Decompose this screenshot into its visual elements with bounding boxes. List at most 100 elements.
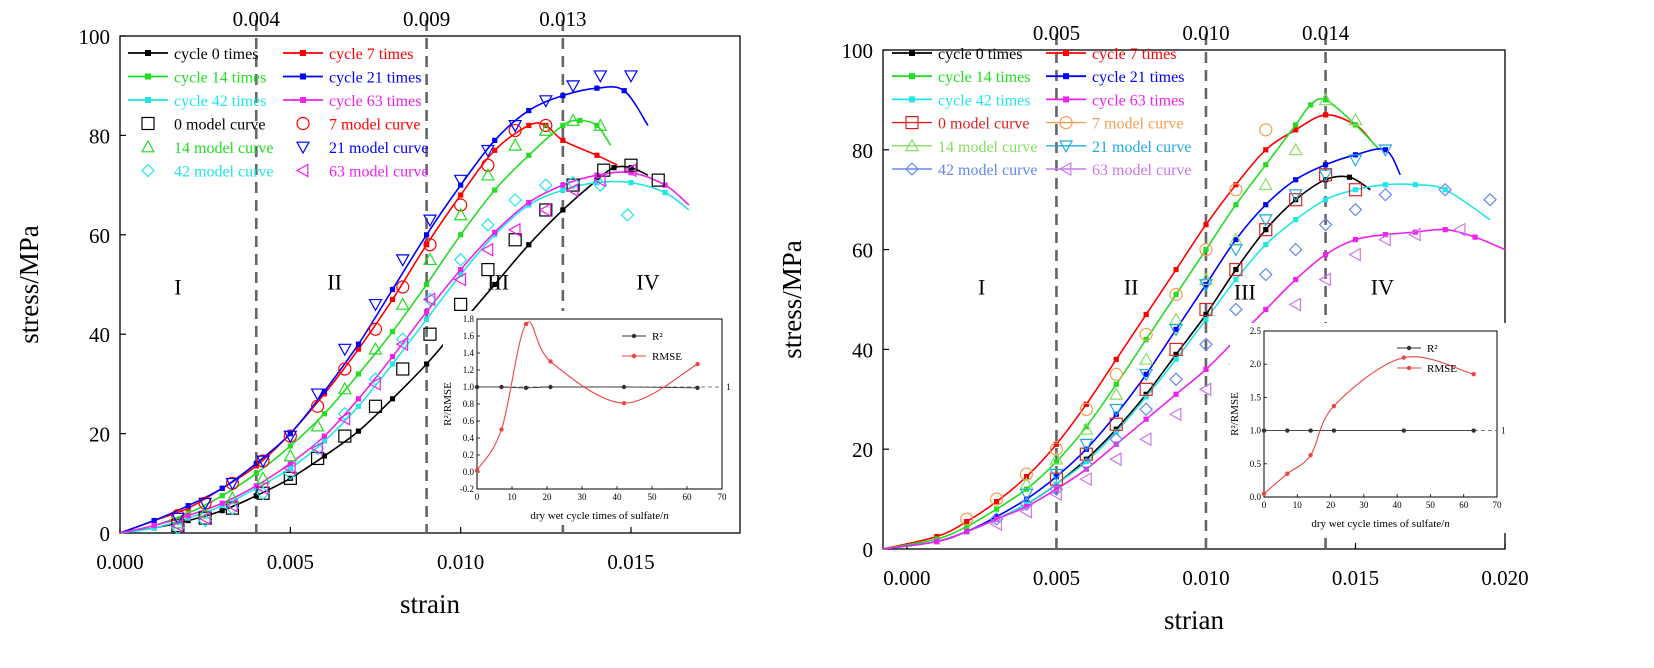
model-point — [1019, 497, 1034, 511]
model-point — [255, 481, 269, 496]
model-point — [507, 222, 521, 237]
series-point — [1023, 474, 1030, 480]
legend-model-marker — [905, 115, 919, 130]
inset-y-tick-label: 1.0 — [463, 382, 475, 392]
model-point — [1019, 467, 1034, 481]
y-tick-label: 20 — [89, 423, 110, 447]
inset-series-point — [1261, 428, 1267, 433]
model-point — [1139, 352, 1154, 365]
y-tick-label: 100 — [79, 25, 111, 49]
legend-model-label: 7 model curve — [1092, 116, 1184, 133]
series-point — [1346, 174, 1353, 180]
series-point — [1053, 486, 1060, 492]
model-point — [1199, 302, 1213, 317]
series-point — [934, 538, 940, 545]
inset-series-point — [548, 359, 553, 364]
inset-series-point — [1308, 428, 1313, 433]
model-point — [170, 515, 185, 529]
stage-label: I — [978, 275, 985, 300]
series-line — [119, 180, 690, 534]
model-point — [422, 252, 438, 266]
model-point — [310, 441, 325, 456]
series-point — [1263, 147, 1269, 153]
model-point — [1079, 422, 1094, 435]
inset-x-tick-label: 10 — [1293, 500, 1303, 510]
legend-model-marker — [141, 163, 155, 178]
series-point — [1233, 266, 1239, 273]
series-point — [389, 286, 396, 293]
model-point — [198, 497, 213, 511]
legend: cycle 0 times cycle 7 times cycle 14 times… — [892, 46, 1192, 179]
model-point — [454, 198, 468, 212]
chart-left: 0.000 0.005 0.010 0.015020406080100strainst… — [14, 7, 741, 619]
stage-divider-label: 0.009 — [403, 7, 450, 31]
legend-line-label: cycle 21 times — [1092, 69, 1184, 86]
series-point — [287, 475, 293, 481]
model-point — [1169, 342, 1183, 356]
inset-y-tick-label: 0.2 — [463, 450, 474, 460]
inset-series-point — [474, 468, 480, 473]
series-point — [321, 411, 327, 417]
series-point — [321, 438, 327, 444]
x-tick-label: 0.000 — [883, 566, 930, 590]
model-point — [1139, 402, 1154, 417]
model-point — [597, 163, 611, 177]
series-point — [1263, 227, 1269, 233]
inset-x-axis-label-var: n — [663, 510, 669, 522]
inset-x-tick-label: 50 — [1426, 500, 1436, 510]
model-point — [310, 388, 325, 402]
model-point — [1049, 442, 1064, 456]
inset-legend-label: RMSE — [1427, 363, 1457, 375]
series-line — [119, 171, 690, 534]
model-point — [337, 406, 352, 421]
model-point — [283, 430, 298, 444]
plot-frame — [882, 49, 1506, 550]
model-point — [566, 175, 580, 190]
x-tick-label: 0.005 — [1033, 566, 1080, 590]
legend-line-label: cycle 14 times — [174, 70, 266, 87]
inset-legend-label: R² — [1427, 343, 1438, 355]
series-point — [560, 182, 566, 188]
legend-line-marker — [300, 73, 306, 80]
inset-x-tick-label: 40 — [1393, 500, 1403, 510]
model-point — [1452, 222, 1466, 237]
model-point — [1198, 272, 1213, 285]
series-point — [492, 229, 498, 235]
model-point — [1229, 183, 1243, 197]
series-point — [1412, 229, 1418, 235]
series-point — [1293, 276, 1299, 283]
model-point — [1169, 324, 1184, 337]
inset-legend-marker — [1406, 345, 1412, 351]
model-point — [593, 173, 606, 188]
series-point — [1322, 112, 1329, 118]
series-point — [1143, 371, 1149, 377]
series-point — [389, 296, 396, 303]
legend-line-label: cycle 42 times — [174, 93, 266, 110]
inset-y-axis-label: R²/RMSE — [1229, 392, 1241, 436]
series-point — [1263, 202, 1269, 208]
model-point — [1483, 192, 1497, 207]
series-point — [1293, 177, 1299, 183]
model-point — [368, 376, 381, 391]
inset-series-point — [499, 427, 504, 432]
legend-line-marker — [145, 73, 151, 80]
model-point — [1049, 482, 1064, 496]
inset-y-tick-label: 0.6 — [463, 416, 475, 426]
inset-x-tick-label: 0 — [475, 492, 480, 502]
y-tick-label: 60 — [89, 224, 110, 248]
series-point — [526, 122, 532, 129]
series-point — [1203, 311, 1209, 318]
model-point — [1229, 302, 1243, 317]
series-point — [1472, 234, 1478, 240]
model-point — [481, 218, 495, 232]
series-point — [1143, 416, 1149, 422]
y-tick-label: 80 — [89, 124, 110, 148]
model-point — [1079, 447, 1093, 461]
series-point — [1293, 122, 1299, 128]
legend: cycle 0 times cycle 7 times cycle 14 times… — [128, 46, 429, 181]
stage-label: IV — [636, 269, 659, 294]
model-point — [1258, 177, 1273, 191]
series-point — [1293, 127, 1299, 133]
model-point — [454, 297, 468, 311]
model-point — [197, 511, 211, 526]
